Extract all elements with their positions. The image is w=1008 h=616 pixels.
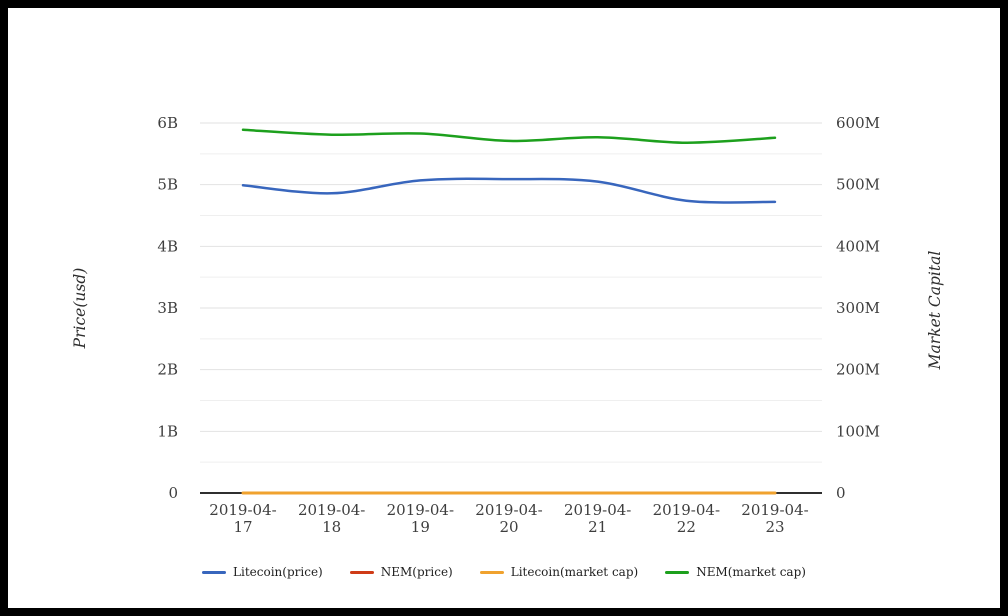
left-axis-tick-label: 5B <box>157 176 178 194</box>
left-axis-tick-label: 4B <box>157 237 178 255</box>
minor-gridlines <box>200 153 822 463</box>
x-axis-tick-label: 2019-04-20 <box>475 501 542 536</box>
major-gridlines <box>200 122 822 432</box>
legend: Litecoin(price) NEM(price) Litecoin(market… <box>8 565 1000 579</box>
left-axis-title: Price(usd) <box>71 268 89 350</box>
right-axis-title: Market Capital <box>926 251 944 371</box>
right-axis-tick-label: 200M <box>836 361 880 379</box>
x-axis-tick-labels: 2019-04-17 2019-04-18 2019-04-19 2019-04-20… <box>209 501 808 536</box>
legend-item-label: NEM(price) <box>380 565 453 579</box>
right-axis-tick-label: 500M <box>836 176 880 194</box>
left-axis-tick-label: 2B <box>157 361 178 379</box>
right-axis-tick-label: 300M <box>836 299 880 317</box>
legend-item-label: Litecoin(price) <box>233 565 323 579</box>
right-axis-tick-label: 600M <box>836 114 880 132</box>
series-lines <box>241 128 777 495</box>
left-axis-tick-labels: 0 1B 2B 3B 4B 5B 6B <box>157 114 178 502</box>
left-axis-tick-label: 0 <box>168 484 178 502</box>
legend-line-marker <box>202 570 227 574</box>
legend-item-nem-market-cap[interactable]: NEM(market cap) <box>665 565 806 579</box>
right-axis-tick-labels: 0 100M 200M 300M 400M 500M 600M <box>836 114 880 502</box>
right-axis-tick-label: 0 <box>836 484 846 502</box>
chart-canvas: 0 1B 2B 3B 4B 5B 6B 0 100M 200M 300M 400M 500M 600M … <box>8 8 1000 608</box>
series-line-nem-market-cap <box>241 128 777 144</box>
left-axis-tick-label: 1B <box>157 422 178 440</box>
series-line-litecoin-price <box>241 177 777 204</box>
legend-line-marker <box>479 570 504 574</box>
x-axis-tick-label: 2019-04-18 <box>298 501 365 536</box>
legend-line-marker <box>349 570 374 574</box>
x-axis-tick-label: 2019-04-21 <box>564 501 631 536</box>
legend-item-litecoin-market-cap[interactable]: Litecoin(market cap) <box>479 565 639 579</box>
left-axis-tick-label: 6B <box>157 114 178 132</box>
legend-item-litecoin-price[interactable]: Litecoin(price) <box>202 565 323 579</box>
x-axis-tick-label: 2019-04-22 <box>653 501 720 536</box>
right-axis-tick-label: 100M <box>836 422 880 440</box>
legend-item-label: NEM(market cap) <box>696 565 806 579</box>
legend-item-nem-price[interactable]: NEM(price) <box>349 565 453 579</box>
legend-line-marker <box>665 570 690 574</box>
x-axis-tick-label: 2019-04-17 <box>209 501 276 536</box>
x-axis-tick-label: 2019-04-19 <box>387 501 454 536</box>
legend-item-label: Litecoin(market cap) <box>510 565 639 579</box>
right-axis-tick-label: 400M <box>836 237 880 255</box>
left-axis-tick-label: 3B <box>157 299 178 317</box>
x-axis-tick-label: 2019-04-23 <box>741 501 808 536</box>
